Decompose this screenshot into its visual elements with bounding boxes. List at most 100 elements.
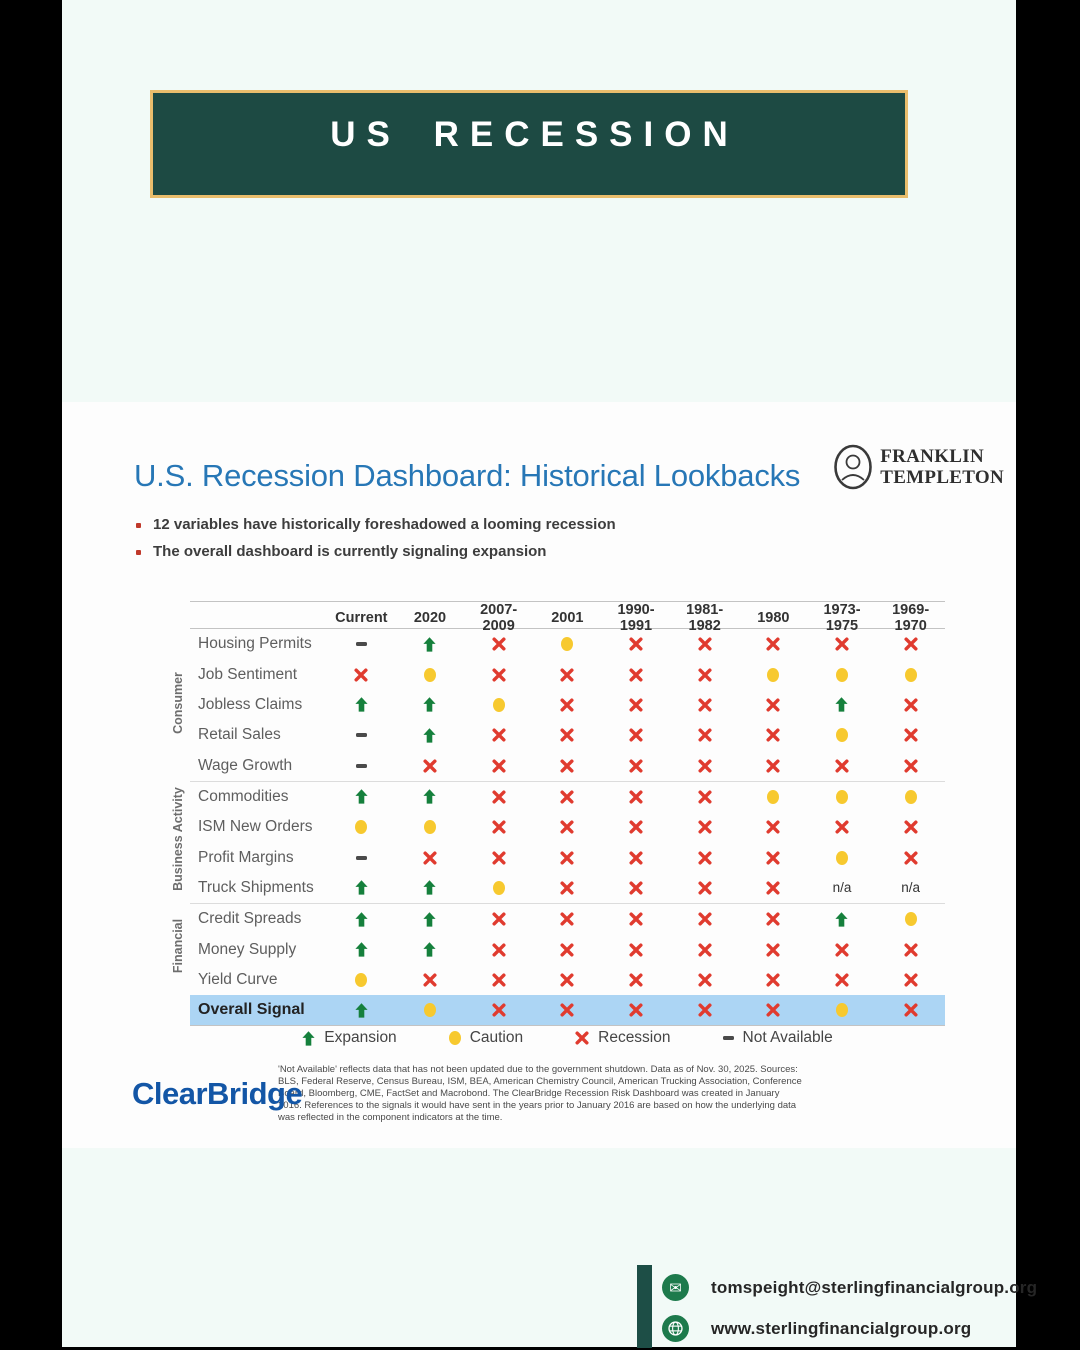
recession-x-icon [492, 820, 506, 834]
signal-cell [670, 637, 739, 651]
signal-cell [464, 973, 533, 987]
signal-cell [396, 789, 465, 804]
globe-icon [662, 1315, 689, 1342]
dashboard-title: U.S. Recession Dashboard: Historical Loo… [134, 458, 800, 494]
clearbridge-logo: ClearBridge [132, 1076, 302, 1112]
signal-cell [327, 880, 396, 895]
page-background: US RECESSION U.S. Recession Dashboard: H… [62, 0, 1016, 1347]
recession-x-icon [629, 728, 643, 742]
signal-cell [808, 728, 877, 742]
title-banner: US RECESSION [150, 90, 908, 198]
column-header: 1973-1975 [808, 602, 877, 634]
recession-x-icon [904, 973, 918, 987]
table-row: Yield Curve [190, 965, 945, 995]
recession-x-icon [766, 973, 780, 987]
signal-cell [327, 973, 396, 987]
bullet-item: The overall dashboard is currently signa… [136, 543, 616, 560]
recession-x-icon [766, 851, 780, 865]
signal-cell [533, 790, 602, 804]
signal-cell [602, 698, 671, 712]
recession-x-icon [629, 637, 643, 651]
recession-x-icon [904, 759, 918, 773]
signal-cell [602, 790, 671, 804]
signal-cell [876, 728, 945, 742]
table-row: Money Supply [190, 934, 945, 964]
signal-cell [808, 820, 877, 834]
signal-cell [396, 942, 465, 957]
contact-footer: ✉ tomspeight@sterlingfinancialgroup.org … [637, 1262, 1016, 1348]
table-row: Profit Margins [190, 842, 945, 872]
recession-x-icon [629, 820, 643, 834]
caution-dot-icon [836, 1003, 848, 1017]
recession-x-icon [904, 698, 918, 712]
group-label: Consumer [168, 627, 188, 779]
recession-x-icon [560, 912, 574, 926]
recession-x-icon [698, 668, 712, 682]
signal-cell [808, 697, 877, 712]
signal-cell [533, 912, 602, 926]
recession-x-icon [560, 759, 574, 773]
recession-x-icon [629, 1003, 643, 1017]
signal-cell [533, 881, 602, 895]
website-link[interactable]: www.sterlingfinancialgroup.org [662, 1315, 971, 1342]
recession-x-icon [492, 973, 506, 987]
not-available-dash-icon [723, 1036, 734, 1040]
signal-cell [808, 943, 877, 957]
row-label: Retail Sales [190, 726, 327, 744]
recession-x-icon [560, 851, 574, 865]
recession-x-icon [904, 820, 918, 834]
not-available-dash-icon [356, 642, 367, 646]
group-label: Business Activity [168, 779, 188, 900]
signal-cell [602, 912, 671, 926]
email-link[interactable]: ✉ tomspeight@sterlingfinancialgroup.org [662, 1274, 1037, 1301]
signal-cell [739, 820, 808, 834]
recession-x-icon [629, 943, 643, 957]
signal-cell [533, 759, 602, 773]
recession-x-icon [698, 851, 712, 865]
expansion-arrow-icon [355, 697, 368, 712]
recession-x-icon [766, 943, 780, 957]
signal-cell [327, 764, 396, 768]
recession-x-icon [560, 881, 574, 895]
table-row: Truck Shipmentsn/an/a [190, 873, 945, 903]
recession-x-icon [835, 759, 849, 773]
signal-cell [808, 912, 877, 927]
signal-cell [327, 642, 396, 646]
recession-x-icon [354, 668, 368, 682]
caution-dot-icon [767, 668, 779, 682]
recession-x-icon [629, 851, 643, 865]
recession-x-icon [560, 973, 574, 987]
recession-x-icon [629, 912, 643, 926]
legend-item: Recession [575, 1029, 670, 1047]
caution-dot-icon [424, 668, 436, 682]
caution-dot-icon [836, 851, 848, 865]
franklin-templeton-wordmark: FRANKLIN TEMPLETON [880, 446, 1004, 488]
signal-cell [533, 973, 602, 987]
recession-x-icon [766, 637, 780, 651]
franklin-templeton-logo: FRANKLIN TEMPLETON [833, 444, 1004, 490]
signal-cell [396, 851, 465, 865]
row-label: Overall Signal [190, 1001, 327, 1019]
signal-cell [396, 820, 465, 834]
column-header: 1981-1982 [670, 602, 739, 634]
signal-cell [464, 698, 533, 712]
recession-x-icon [766, 820, 780, 834]
recession-x-icon [698, 881, 712, 895]
recession-x-icon [492, 668, 506, 682]
recession-x-icon [560, 820, 574, 834]
signal-cell [533, 668, 602, 682]
bullet-marker-icon [136, 550, 141, 555]
expansion-arrow-icon [423, 728, 436, 743]
signal-cell [739, 637, 808, 651]
legend-label: Not Available [743, 1029, 833, 1047]
signal-cell [464, 912, 533, 926]
column-header: Current [327, 610, 396, 626]
row-label: Commodities [190, 788, 327, 806]
signal-cell [876, 943, 945, 957]
signal-cell [533, 698, 602, 712]
caution-dot-icon [767, 790, 779, 804]
signal-cell [327, 733, 396, 737]
recession-x-icon [766, 881, 780, 895]
caution-dot-icon [905, 912, 917, 926]
signal-cell [396, 880, 465, 895]
